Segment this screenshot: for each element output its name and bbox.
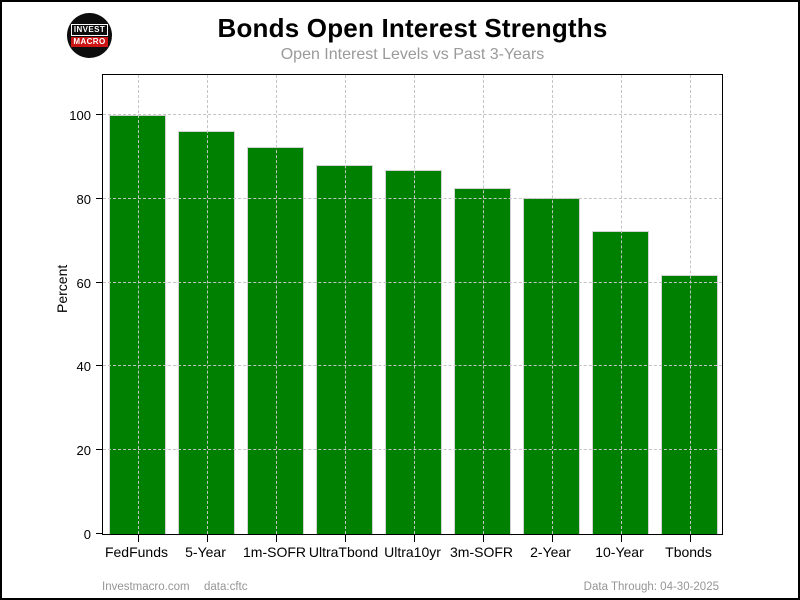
- x-tick-mark: [275, 535, 277, 542]
- vertical-gridline: [482, 75, 484, 534]
- vertical-gridline: [413, 75, 415, 534]
- x-tick-mark: [620, 535, 622, 542]
- x-tick-label-5-Year: 5-Year: [185, 544, 226, 560]
- y-tick-mark: [96, 365, 102, 367]
- vertical-gridline: [275, 75, 277, 534]
- vertical-gridline: [689, 75, 691, 534]
- y-tick-label: 80: [76, 191, 91, 207]
- y-tick-mark: [96, 197, 102, 199]
- horizontal-gridline: [103, 365, 722, 367]
- y-tick-label: 40: [76, 359, 91, 375]
- y-tick-label: 0: [83, 527, 91, 542]
- horizontal-gridline: [103, 449, 722, 451]
- x-tick-label-2-Year: 2-Year: [530, 544, 571, 560]
- vertical-gridline: [206, 75, 208, 534]
- investmacro-logo: INVEST MACRO: [67, 13, 112, 58]
- footer-data-source: data:cftc: [204, 581, 248, 593]
- header-titles: Bonds Open Interest Strengths Open Inter…: [102, 12, 723, 66]
- chart-subtitle: Open Interest Levels vs Past 3-Years: [280, 46, 545, 63]
- plot-area: [96, 74, 723, 542]
- y-tick-label: 20: [76, 443, 91, 459]
- chart-title: Bonds Open Interest Strengths: [217, 13, 608, 43]
- y-tick-mark: [96, 281, 102, 283]
- footer-site-link: Investmacro.com: [102, 581, 190, 593]
- vertical-gridline: [551, 75, 553, 534]
- x-tick-mark: [413, 535, 415, 542]
- horizontal-gridline: [103, 197, 722, 199]
- vertical-gridline: [620, 75, 622, 534]
- x-tick-label-10-Year: 10-Year: [595, 544, 644, 560]
- x-tick-label-Tbonds: Tbonds: [665, 544, 712, 560]
- logo-macro-text: MACRO: [71, 37, 108, 47]
- x-tick-mark: [482, 535, 484, 542]
- x-tick-label-1m-SOFR: 1m-SOFR: [243, 544, 306, 560]
- x-tick-mark: [689, 535, 691, 542]
- x-tick-label-UltraTbond: UltraTbond: [308, 544, 379, 560]
- logo-invest-text: INVEST: [70, 24, 109, 36]
- x-tick-label-Ultra10yr: Ultra10yr: [384, 544, 441, 560]
- horizontal-gridline: [103, 113, 722, 115]
- horizontal-gridline: [103, 281, 722, 283]
- y-tick-mark: [96, 449, 102, 451]
- x-tick-mark: [344, 535, 346, 542]
- x-tick-mark: [206, 535, 208, 542]
- vertical-gridline: [137, 75, 139, 534]
- y-tick-mark: [96, 113, 102, 115]
- x-tick-mark: [137, 535, 139, 542]
- y-tick-mark: [96, 533, 102, 534]
- y-tick-label: 60: [76, 275, 91, 291]
- footer-data-through: Data Through: 04-30-2025: [583, 581, 719, 593]
- x-tick-label-3m-SOFR: 3m-SOFR: [450, 544, 513, 560]
- x-tick-mark: [551, 535, 553, 542]
- vertical-gridline: [344, 75, 346, 534]
- y-tick-label: 100: [69, 107, 91, 123]
- x-tick-label-FedFunds: FedFunds: [104, 544, 169, 560]
